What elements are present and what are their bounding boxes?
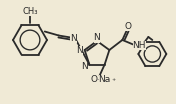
- Text: ⁺: ⁺: [112, 77, 116, 85]
- Text: ⁻: ⁻: [97, 77, 101, 85]
- Text: NH: NH: [133, 41, 146, 50]
- Text: N: N: [70, 34, 77, 43]
- Text: O: O: [90, 75, 97, 84]
- Text: N: N: [94, 33, 100, 43]
- Text: CH₃: CH₃: [22, 7, 38, 16]
- Text: N: N: [76, 46, 83, 55]
- Text: N: N: [81, 62, 88, 71]
- Text: O: O: [125, 22, 132, 31]
- Text: Na: Na: [99, 75, 111, 84]
